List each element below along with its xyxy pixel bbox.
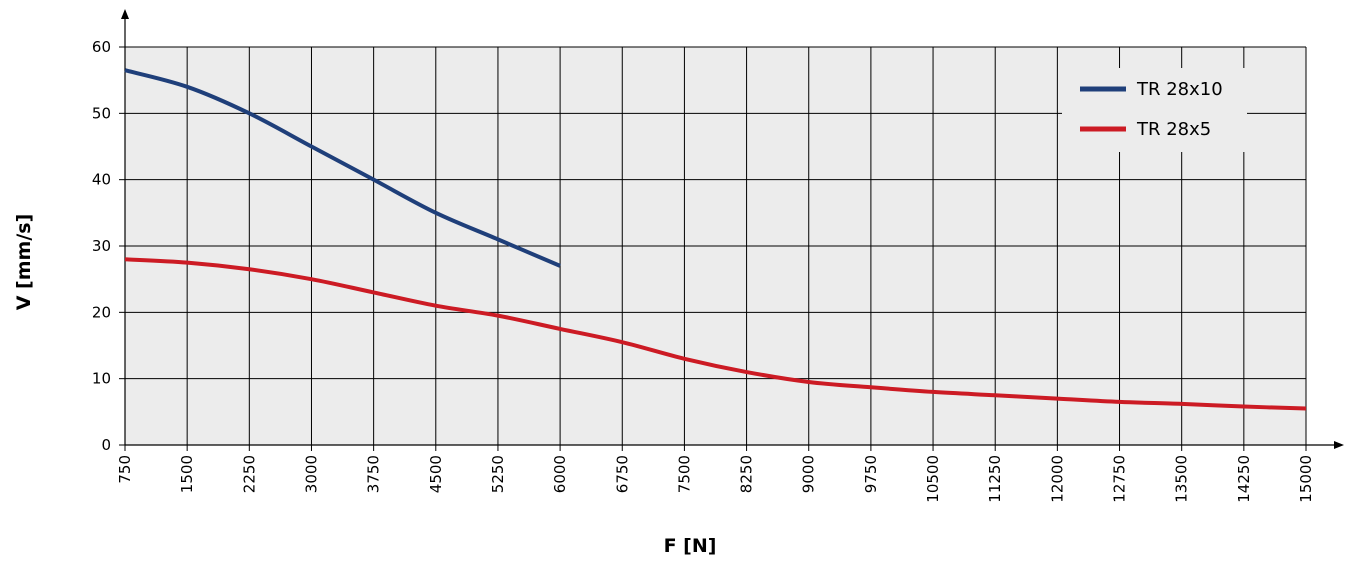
x-tick-label: 3750 [365,455,383,493]
x-tick-label: 750 [116,455,134,484]
x-tick-label: 14250 [1235,455,1253,503]
y-tick-label: 10 [92,370,111,388]
y-axis-title: V [mm/s] [13,214,35,311]
x-tick-label: 6000 [551,455,569,493]
y-tick-label: 50 [92,104,111,122]
x-tick-label: 2250 [240,455,258,493]
x-tick-labels: 750 1500 2250 3000 3750 4500 5250 6000 6750 7500 8… [116,445,1315,503]
legend-label-tr-28x10: TR 28x10 [1136,79,1223,100]
x-tick-label: 9000 [800,455,818,493]
x-tick-label: 5250 [489,455,507,493]
x-tick-label: 12750 [1111,455,1129,503]
y-tick-labels: 0 10 20 30 40 50 60 [92,38,125,454]
y-axis-arrow [121,9,129,19]
y-tick-label: 40 [92,171,111,189]
y-tick-label: 60 [92,38,111,56]
x-tick-label: 3000 [302,455,320,493]
grid-lines [125,46,1307,445]
legend: TR 28x10 TR 28x5 [1062,68,1247,152]
legend-box [1062,68,1247,152]
x-tick-label: 8250 [738,455,756,493]
x-tick-label: 9750 [862,455,880,493]
legend-label-tr-28x5: TR 28x5 [1136,119,1211,140]
x-tick-label: 1500 [178,455,196,493]
y-tick-label: 0 [101,436,111,454]
x-tick-label: 4500 [427,455,445,493]
series-line-tr-28x5 [124,257,1307,411]
y-tick-label: 30 [92,237,111,255]
x-tick-label: 15000 [1297,455,1315,503]
x-tick-label: 7500 [675,455,693,493]
axes [121,9,1344,449]
x-tick-label: 6750 [613,455,631,493]
series-lines [124,68,1307,411]
x-tick-label: 11250 [986,455,1004,503]
x-tick-label: 12000 [1048,455,1066,503]
x-axis-title: F [N] [664,535,717,557]
x-tick-label: 10500 [924,455,942,503]
series-line-tr-28x10 [124,68,561,268]
x-tick-label: 13500 [1173,455,1191,503]
x-axis-arrow [1334,441,1344,449]
y-tick-label: 20 [92,303,111,321]
